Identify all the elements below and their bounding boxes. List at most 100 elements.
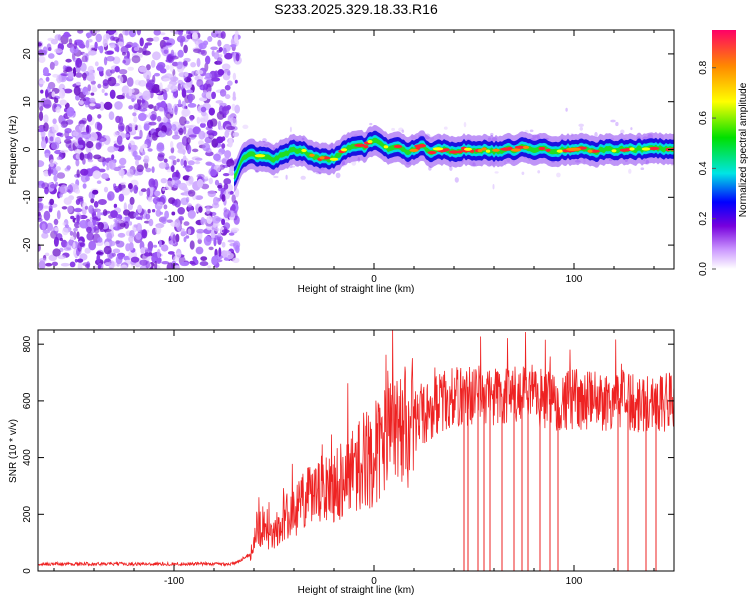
noise-blob: [186, 137, 191, 145]
noise-blob: [65, 58, 72, 63]
noise-blob: [98, 137, 107, 142]
noise-blob: [76, 169, 80, 178]
noise-blob: [113, 203, 118, 209]
noise-blob: [40, 139, 47, 150]
noise-blob: [206, 83, 212, 94]
noise-blob: [173, 265, 181, 269]
noise-blob: [148, 79, 155, 83]
noise-blob: [97, 199, 107, 205]
y-tick-label: 20: [22, 48, 33, 60]
noise-blob: [145, 213, 151, 220]
noise-blob: [140, 188, 147, 193]
scatter-blob: [351, 160, 357, 166]
noise-blob: [49, 136, 54, 142]
noise-blob: [130, 256, 140, 263]
noise-blob: [63, 88, 73, 94]
noise-blob: [192, 148, 199, 153]
noise-blob: [58, 193, 63, 198]
colorbar-label: Normalized spectral amplitude: [738, 82, 749, 217]
noise-blob: [187, 160, 195, 166]
noise-blob: [163, 42, 172, 46]
noise-blob: [107, 30, 117, 34]
noise-blob: [89, 103, 96, 107]
noise-blob: [62, 227, 69, 236]
noise-blob: [157, 62, 166, 69]
noise-blob: [97, 237, 103, 243]
noise-blob: [51, 261, 59, 267]
noise-blob: [182, 155, 187, 162]
noise-blob: [64, 167, 71, 172]
noise-blob: [121, 85, 130, 95]
noise-blob: [211, 77, 221, 82]
noise-blob: [203, 235, 212, 246]
scatter-blob: [463, 121, 467, 128]
noise-blob: [146, 187, 151, 197]
noise-blob: [49, 183, 58, 189]
noise-blob: [114, 101, 123, 110]
noise-blob: [227, 80, 233, 86]
noise-blob: [172, 234, 177, 244]
noise-blob: [87, 159, 94, 163]
noise-blob: [126, 168, 134, 178]
noise-blob: [143, 123, 150, 131]
noise-blob: [171, 179, 175, 186]
noise-blob: [129, 196, 135, 205]
noise-blob: [152, 36, 160, 42]
noise-blob: [208, 107, 215, 116]
noise-blob: [180, 197, 189, 206]
noise-blob: [181, 100, 187, 110]
noise-blob: [116, 46, 120, 53]
noise-blob: [163, 49, 169, 55]
noise-blob: [47, 166, 52, 177]
signal-hotspot: [485, 149, 491, 153]
noise-blob: [194, 157, 203, 161]
noise-blob: [177, 144, 184, 153]
y-tick-label: 0: [22, 568, 33, 574]
noise-blob: [161, 244, 169, 252]
noise-blob: [168, 155, 177, 160]
noise-blob: [102, 38, 108, 48]
noise-blob: [210, 46, 218, 51]
noise-blob: [221, 105, 230, 116]
noise-blob: [70, 236, 75, 240]
top-x-label: Height of straight line (km): [298, 284, 415, 295]
noise-blob: [159, 82, 163, 92]
noise-blob: [178, 127, 184, 136]
noise-blob: [38, 213, 42, 220]
noise-blob: [104, 92, 108, 96]
noise-blob: [88, 69, 94, 80]
noise-blob: [174, 131, 179, 135]
noise-blob: [179, 116, 187, 126]
noise-blob: [91, 84, 96, 89]
noise-blob: [121, 187, 131, 196]
noise-blob: [172, 134, 180, 140]
noise-blob: [67, 184, 73, 194]
noise-blob: [206, 162, 215, 166]
noise-blob: [104, 50, 114, 55]
noise-blob: [143, 155, 150, 164]
noise-blob: [133, 47, 140, 52]
noise-blob: [211, 91, 217, 100]
noise-blob: [196, 228, 205, 234]
noise-blob: [75, 81, 81, 86]
noise-blob: [114, 219, 118, 229]
scatter-blob: [640, 167, 645, 170]
noise-blob: [198, 130, 206, 140]
noise-blob: [141, 151, 146, 155]
noise-blob: [177, 83, 181, 91]
noise-blob: [88, 205, 94, 214]
noise-blob: [170, 147, 175, 154]
noise-blob: [86, 141, 94, 149]
noise-blob: [43, 114, 49, 124]
noise-blob: [97, 114, 102, 119]
noise-blob: [118, 69, 128, 75]
noise-blob: [48, 53, 55, 59]
noise-blob: [107, 146, 116, 153]
noise-blob: [118, 116, 124, 125]
noise-blob: [45, 262, 53, 267]
noise-blob: [217, 232, 222, 237]
noise-blob: [174, 198, 181, 208]
x-tick-label: 0: [371, 274, 377, 285]
noise-blob: [92, 211, 97, 216]
signal-hotspot: [545, 148, 551, 152]
